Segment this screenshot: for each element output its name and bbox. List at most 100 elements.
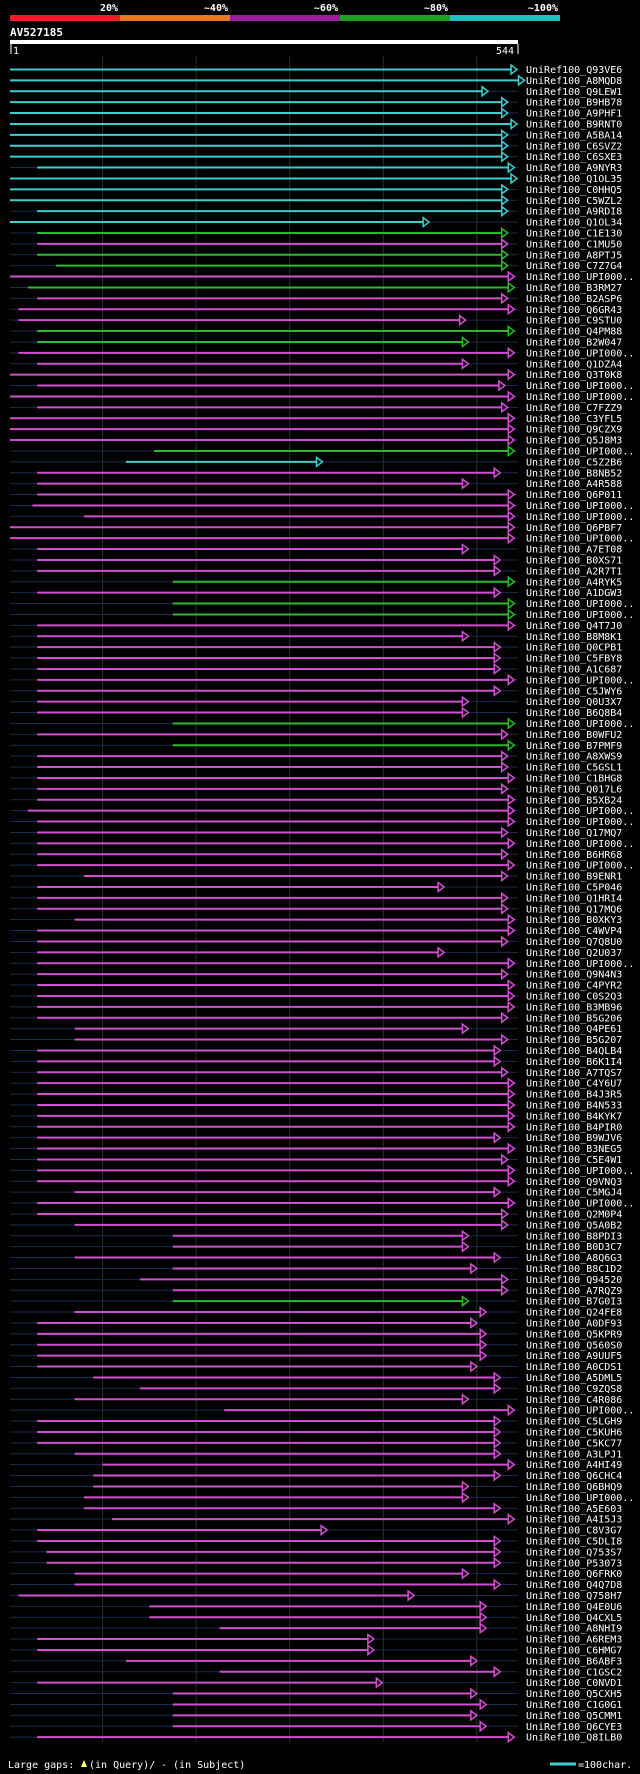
hit-label[interactable]: UniRef100_A4RYK5 (526, 577, 622, 588)
hit-row[interactable]: UniRef100_UPI000.. (10, 379, 634, 392)
hit-label[interactable]: UniRef100_Q2U037 (526, 948, 622, 959)
hit-row[interactable]: UniRef100_A0DF93 (10, 1316, 622, 1329)
hit-row[interactable]: UniRef100_Q9VNQ3 (10, 1175, 622, 1188)
hit-row[interactable]: UniRef100_C5KUH6 (10, 1425, 622, 1438)
hit-row[interactable]: UniRef100_Q5CXH5 (10, 1687, 622, 1700)
hit-row[interactable]: UniRef100_Q6GR43 (10, 303, 622, 316)
hit-row[interactable]: UniRef100_Q6PBF7 (10, 521, 622, 534)
hit-row[interactable]: UniRef100_B2W047 (10, 335, 622, 348)
hit-label[interactable]: UniRef100_Q4PM88 (526, 327, 622, 338)
hit-row[interactable]: UniRef100_Q9LEW1 (10, 85, 622, 98)
hit-row[interactable]: UniRef100_B0D3C7 (10, 1240, 622, 1253)
hit-label[interactable]: UniRef100_B3MB96 (526, 1002, 622, 1013)
hit-row[interactable]: UniRef100_A9UUF5 (10, 1349, 622, 1362)
hit-row[interactable]: UniRef100_B9WJV6 (10, 1131, 622, 1144)
hit-row[interactable]: UniRef100_Q4Q7D8 (10, 1578, 622, 1591)
hit-row[interactable]: UniRef100_B4N533 (10, 1098, 622, 1111)
hit-label[interactable]: UniRef100_A2R7T1 (526, 566, 622, 577)
hit-row[interactable]: UniRef100_C5Z2B6 (10, 455, 622, 468)
hit-label[interactable]: UniRef100_Q8ILB0 (526, 1733, 622, 1744)
hit-label[interactable]: UniRef100_Q2M0P4 (526, 1209, 622, 1220)
hit-label[interactable]: UniRef100_C6SXE3 (526, 152, 622, 163)
hit-label[interactable]: UniRef100_Q9N4N3 (526, 970, 622, 981)
hit-label[interactable]: UniRef100_Q6FRK0 (526, 1569, 622, 1580)
hit-label[interactable]: UniRef100_C5FBY8 (526, 654, 622, 665)
hit-label[interactable]: UniRef100_C5JWY6 (526, 686, 622, 697)
hit-label[interactable]: UniRef100_C7FZZ9 (526, 403, 622, 414)
hit-row[interactable]: UniRef100_UPI000.. (10, 957, 634, 970)
hit-label[interactable]: UniRef100_C1GSC2 (526, 1667, 622, 1678)
hit-row[interactable]: UniRef100_A8PTJ5 (10, 248, 622, 261)
hit-row[interactable]: UniRef100_B5G207 (10, 1033, 622, 1046)
hit-row[interactable]: UniRef100_B5XB24 (10, 793, 622, 806)
hit-row[interactable]: UniRef100_Q2U037 (10, 946, 622, 959)
hit-label[interactable]: UniRef100_UPI000.. (526, 348, 634, 359)
hit-row[interactable]: UniRef100_Q6BHQ9 (10, 1480, 622, 1493)
hit-label[interactable]: UniRef100_B9WJV6 (526, 1133, 622, 1144)
hit-label[interactable]: UniRef100_Q758H7 (526, 1591, 622, 1602)
hit-label[interactable]: UniRef100_C1G0G1 (526, 1700, 622, 1711)
hit-label[interactable]: UniRef100_C0S2Q3 (526, 991, 622, 1002)
hit-label[interactable]: UniRef100_UPI000.. (526, 272, 634, 283)
hit-label[interactable]: UniRef100_B6K1I4 (526, 1057, 622, 1068)
hit-row[interactable]: UniRef100_UPI000.. (10, 1197, 634, 1210)
hit-label[interactable]: UniRef100_Q5CXH5 (526, 1689, 622, 1700)
hit-row[interactable]: UniRef100_Q6CHC4 (10, 1469, 622, 1482)
hit-label[interactable]: UniRef100_Q4CXL5 (526, 1613, 622, 1624)
hit-row[interactable]: UniRef100_Q1DZA4 (10, 357, 622, 370)
hit-row[interactable]: UniRef100_Q4PM88 (10, 325, 622, 338)
hit-row[interactable]: UniRef100_B8NB52 (10, 466, 622, 479)
hit-label[interactable]: UniRef100_C5Z2B6 (526, 457, 622, 468)
hit-row[interactable]: UniRef100_Q5A0B2 (10, 1218, 622, 1231)
hit-label[interactable]: UniRef100_Q9LEW1 (526, 87, 622, 98)
hit-row[interactable]: UniRef100_UPI000.. (10, 1404, 634, 1417)
hit-row[interactable]: UniRef100_A9RDI8 (10, 205, 622, 218)
hit-label[interactable]: UniRef100_A7ET08 (526, 545, 622, 556)
hit-label[interactable]: UniRef100_B6ABF3 (526, 1656, 622, 1667)
hit-label[interactable]: UniRef100_UPI000.. (526, 806, 634, 817)
hit-row[interactable]: UniRef100_B0XS71 (10, 553, 622, 566)
hit-label[interactable]: UniRef100_C1MU50 (526, 239, 622, 250)
hit-row[interactable]: UniRef100_C1E130 (10, 226, 622, 239)
hit-row[interactable]: UniRef100_A4RYK5 (10, 575, 622, 588)
hit-label[interactable]: UniRef100_C0NVD1 (526, 1678, 622, 1689)
hit-row[interactable]: UniRef100_C7FZZ9 (10, 401, 622, 414)
hit-row[interactable]: UniRef100_Q5KPR9 (10, 1327, 622, 1340)
hit-row[interactable]: UniRef100_A5E603 (10, 1502, 622, 1515)
hit-label[interactable]: UniRef100_A7TQS7 (526, 1068, 622, 1079)
hit-row[interactable]: UniRef100_A5DML5 (10, 1371, 622, 1384)
hit-label[interactable]: UniRef100_Q17MQ6 (526, 904, 622, 915)
hit-label[interactable]: UniRef100_B4KYK7 (526, 1111, 622, 1122)
hit-row[interactable]: UniRef100_A7RQZ9 (10, 1284, 622, 1297)
hit-row[interactable]: UniRef100_B4KYK7 (10, 1109, 622, 1122)
hit-row[interactable]: UniRef100_Q0CPB1 (10, 641, 622, 654)
hit-label[interactable]: UniRef100_UPI000.. (526, 501, 634, 512)
hit-row[interactable]: UniRef100_C5P046 (10, 880, 622, 893)
hit-label[interactable]: UniRef100_C5E4W1 (526, 1155, 622, 1166)
hit-row[interactable]: UniRef100_C1BHG8 (10, 771, 622, 784)
hit-label[interactable]: UniRef100_C5KUH6 (526, 1427, 622, 1438)
hit-label[interactable]: UniRef100_C3YFL5 (526, 414, 622, 425)
hit-row[interactable]: UniRef100_Q24FE8 (10, 1306, 622, 1319)
hit-row[interactable]: UniRef100_B2ASP6 (10, 292, 622, 305)
hit-label[interactable]: UniRef100_Q7Q8U0 (526, 937, 622, 948)
hit-label[interactable]: UniRef100_Q1OL35 (526, 174, 622, 185)
hit-label[interactable]: UniRef100_A5DML5 (526, 1373, 622, 1384)
hit-row[interactable]: UniRef100_Q1OL35 (10, 172, 622, 185)
hit-row[interactable]: UniRef100_Q93VE6 (10, 63, 622, 76)
hit-label[interactable]: UniRef100_Q3T0K8 (526, 370, 622, 381)
hit-label[interactable]: UniRef100_B8PDI3 (526, 1231, 622, 1242)
hit-row[interactable]: UniRef100_C0HHQ5 (10, 183, 622, 196)
hit-label[interactable]: UniRef100_Q6PBF7 (526, 523, 622, 534)
hit-label[interactable]: UniRef100_UPI000.. (526, 392, 634, 403)
hit-row[interactable]: UniRef100_Q2M0P4 (10, 1207, 622, 1220)
hit-row[interactable]: UniRef100_C1GSC2 (10, 1665, 622, 1678)
hit-label[interactable]: UniRef100_A8MQD8 (526, 76, 622, 87)
hit-label[interactable]: UniRef100_Q94520 (526, 1275, 622, 1286)
hit-row[interactable]: UniRef100_C9STU0 (10, 314, 622, 327)
hit-row[interactable]: UniRef100_Q5CMM1 (10, 1709, 622, 1722)
hit-row[interactable]: UniRef100_B8PDI3 (10, 1229, 622, 1242)
hit-row[interactable]: UniRef100_Q9CZX9 (10, 423, 622, 436)
hit-row[interactable]: UniRef100_Q17MQ6 (10, 902, 622, 915)
hit-row[interactable]: UniRef100_B6Q8B4 (10, 706, 622, 719)
